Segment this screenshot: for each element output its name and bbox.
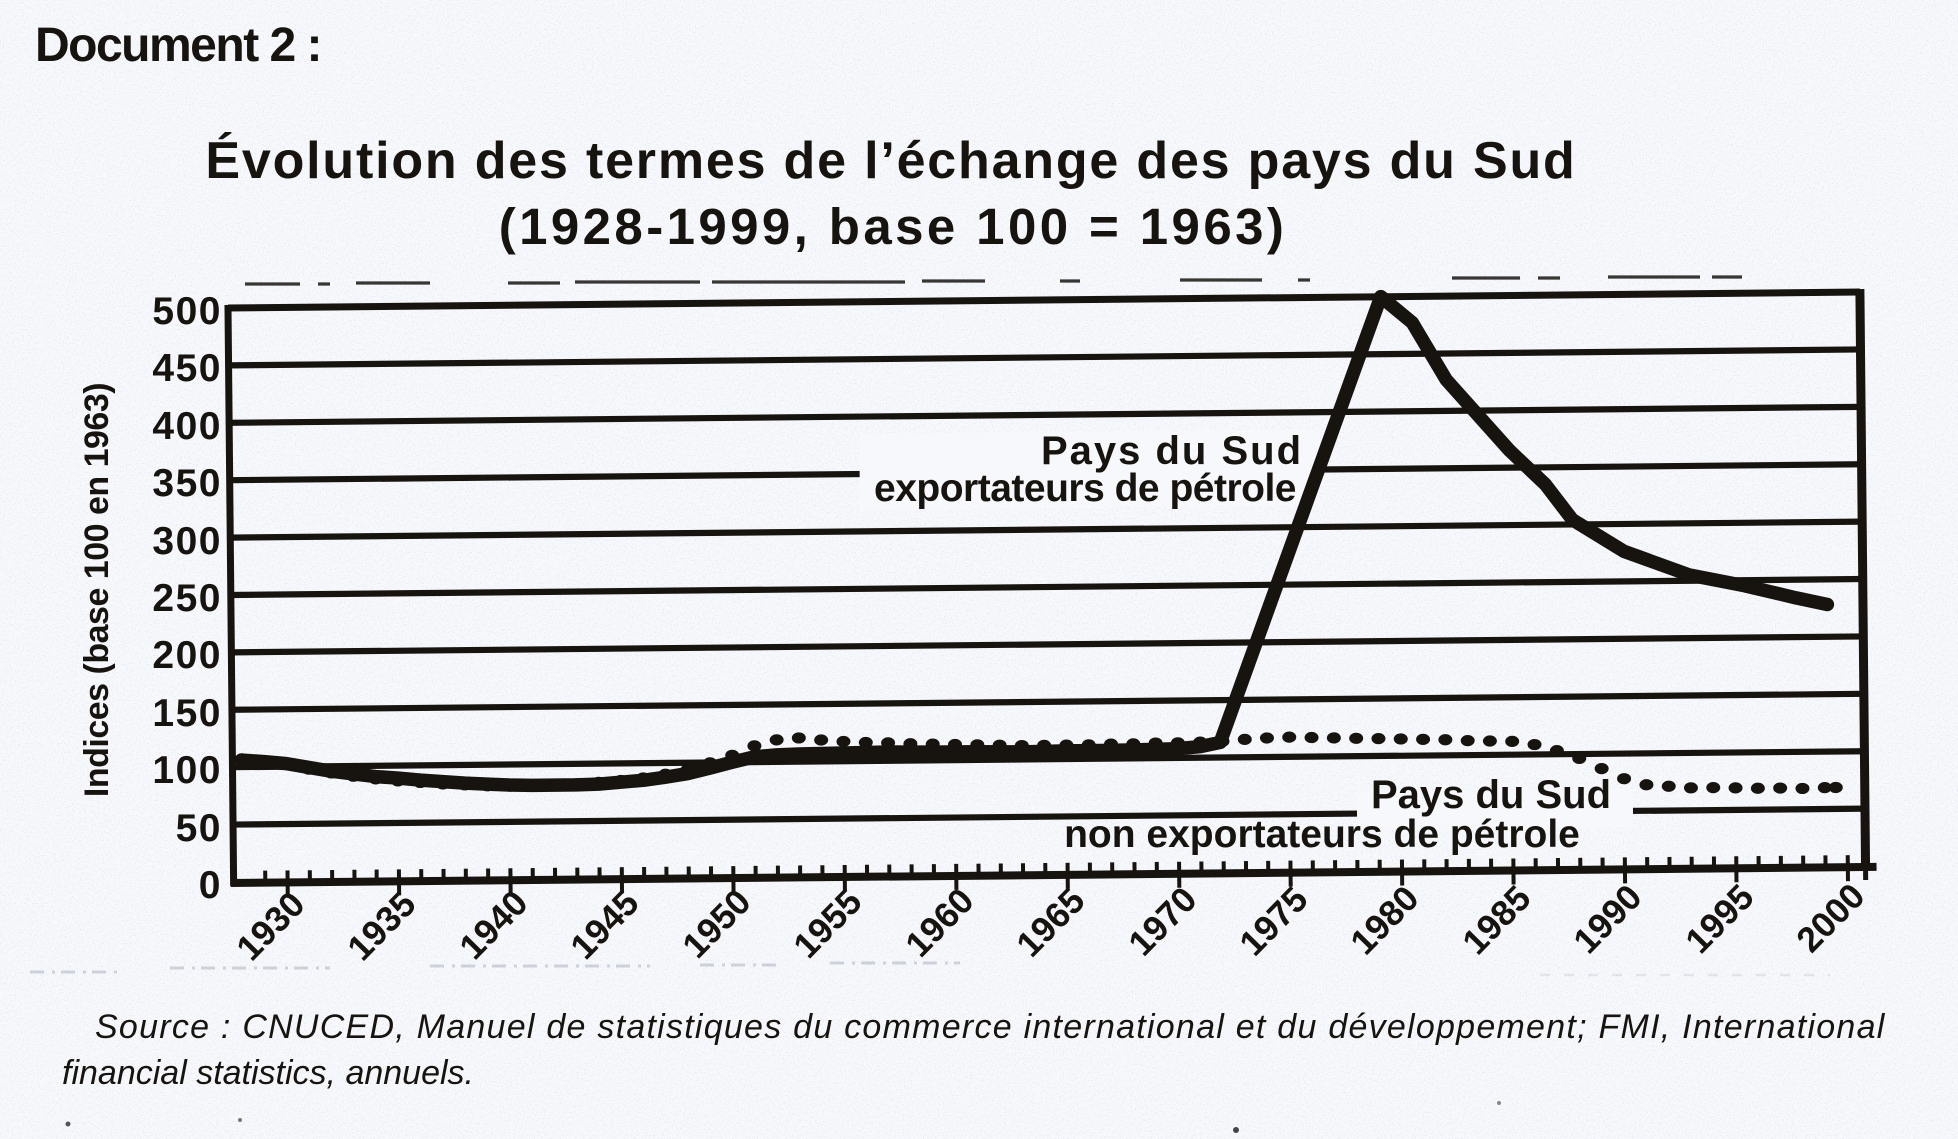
svg-text:exportateurs de pétrole: exportateurs de pétrole <box>874 467 1296 510</box>
svg-text:(1928-1999, base 100 = 1963): (1928-1999, base 100 = 1963) <box>499 198 1287 255</box>
svg-text:450: 450 <box>152 347 222 390</box>
svg-text:Pays du Sud: Pays du Sud <box>1371 773 1611 817</box>
svg-text:300: 300 <box>152 520 222 563</box>
svg-text:Document 2 :: Document 2 : <box>35 19 321 72</box>
svg-text:Pays du Sud: Pays du Sud <box>1041 429 1303 473</box>
svg-text:500: 500 <box>152 290 222 333</box>
svg-text:350: 350 <box>152 462 222 505</box>
svg-text:100: 100 <box>152 749 222 792</box>
svg-text:200: 200 <box>152 634 222 677</box>
svg-text:0: 0 <box>199 864 222 907</box>
svg-text:400: 400 <box>152 405 222 448</box>
svg-text:250: 250 <box>152 577 222 620</box>
svg-text:Source : CNUCED, Manuel de sta: Source : CNUCED, Manuel de statistiques … <box>95 1008 1886 1046</box>
svg-text:Indices (base 100 en 1963): Indices (base 100 en 1963) <box>78 383 116 797</box>
svg-text:financial statistics, annuels.: financial statistics, annuels. <box>62 1054 474 1092</box>
svg-text:non exportateurs de pétrole: non exportateurs de pétrole <box>1064 813 1580 856</box>
svg-text:150: 150 <box>152 692 222 735</box>
svg-text:50: 50 <box>176 807 222 850</box>
svg-text:Évolution des termes de l’écha: Évolution des termes de l’échange des pa… <box>205 132 1576 190</box>
